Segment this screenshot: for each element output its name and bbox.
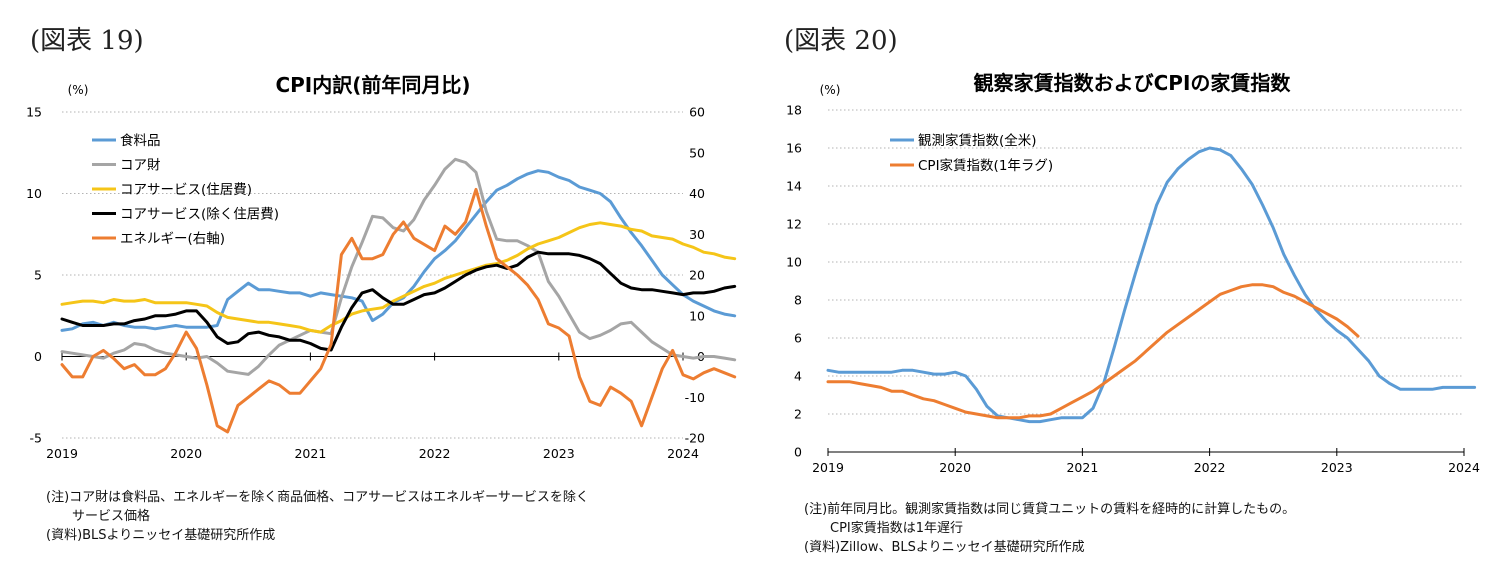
y-tick-label: 15	[26, 105, 42, 120]
y2-tick-label: 10	[689, 308, 705, 323]
x-tick-label: 2019	[812, 460, 844, 475]
x-tick-label: 2024	[667, 446, 699, 461]
x-tick-label: 2019	[46, 446, 78, 461]
right-note-line: (注)前年同月比。観測家賃指数は同じ賃貸ユニットの賃料を経時的に計算したもの。	[804, 502, 1296, 517]
y-tick-label: 4	[794, 369, 802, 384]
x-tick-label: 2023	[543, 446, 575, 461]
series-line	[60, 221, 737, 334]
y-tick-label: -5	[30, 431, 42, 446]
legend-label: エネルギー(右軸)	[120, 231, 225, 247]
x-tick-label: 2021	[1066, 460, 1098, 475]
series-line	[60, 187, 737, 434]
series-line	[826, 283, 1360, 420]
figure-label-19: (図表 19)	[30, 26, 144, 56]
x-tick-label: 2023	[1321, 460, 1353, 475]
left-source-line: (資料)BLSよりニッセイ基礎研究所作成	[46, 528, 276, 543]
y-axis-unit: (%)	[820, 83, 841, 97]
legend-label: 観測家賃指数(全米)	[918, 132, 1037, 149]
y-tick-label: 2	[794, 407, 802, 422]
series-line	[60, 250, 737, 352]
legend-label: 食料品	[120, 132, 161, 149]
y2-tick-label: 20	[689, 268, 705, 283]
y-tick-label: 18	[786, 103, 802, 118]
y-tick-label: 12	[786, 217, 802, 232]
left-note-line: サービス価格	[46, 509, 151, 524]
right-source-line: (資料)Zillow、BLSよりニッセイ基礎研究所作成	[804, 540, 1085, 555]
right-notes: (注)前年同月比。観測家賃指数は同じ賃貸ユニットの賃料を経時的に計算したもの。 …	[804, 500, 1295, 557]
y2-tick-label: 40	[689, 186, 705, 201]
legend-label: コアサービス(除く住居費)	[120, 207, 279, 223]
y-axis-unit: (%)	[68, 83, 89, 97]
legend-label: CPI家賃指数(1年ラグ)	[918, 157, 1053, 174]
y2-tick-label: 30	[689, 227, 705, 242]
y-tick-label: 0	[794, 445, 802, 460]
y-tick-label: 10	[786, 255, 802, 270]
right-note-line: CPI家賃指数は1年遅行	[804, 521, 964, 536]
y2-tick-label: -20	[685, 431, 705, 446]
x-tick-label: 2020	[170, 446, 202, 461]
y-tick-label: 16	[786, 141, 802, 156]
chart-title: CPI内訳(前年同月比)	[275, 73, 470, 97]
cpi-breakdown-chart: CPI内訳(前年同月比)(%)-5051015-20-1001020304050…	[26, 73, 737, 461]
series-line	[826, 146, 1477, 424]
y-tick-label: 5	[34, 268, 42, 283]
chart-title: 観察家賃指数およびCPIの家賃指数	[974, 71, 1292, 95]
y-tick-label: 8	[794, 293, 802, 308]
legend-label: コア財	[120, 158, 161, 174]
y-tick-label: 0	[34, 349, 42, 364]
y-tick-label: 10	[26, 186, 42, 201]
left-notes: (注)コア財は食料品、エネルギーを除く商品価格、コアサービスはエネルギーサービス…	[46, 488, 589, 545]
x-tick-label: 2022	[419, 446, 451, 461]
legend-label: コアサービス(住居費)	[120, 182, 252, 198]
y-tick-label: 14	[786, 179, 802, 194]
x-tick-label: 2021	[294, 446, 326, 461]
y2-tick-label: -10	[685, 390, 705, 405]
y2-tick-label: 60	[689, 105, 705, 120]
x-tick-label: 2024	[1448, 460, 1480, 475]
left-note-line: (注)コア財は食料品、エネルギーを除く商品価格、コアサービスはエネルギーサービス…	[46, 490, 589, 505]
x-tick-label: 2020	[939, 460, 971, 475]
y-tick-label: 6	[794, 331, 802, 346]
figure-label-20: (図表 20)	[784, 26, 898, 56]
x-tick-label: 2022	[1194, 460, 1226, 475]
rent-index-chart: 観察家賃指数およびCPIの家賃指数 (%) 0 2 4 6 8 10 12 14 16 18 2019 2…	[786, 71, 1480, 475]
y2-tick-label: 50	[689, 145, 705, 160]
